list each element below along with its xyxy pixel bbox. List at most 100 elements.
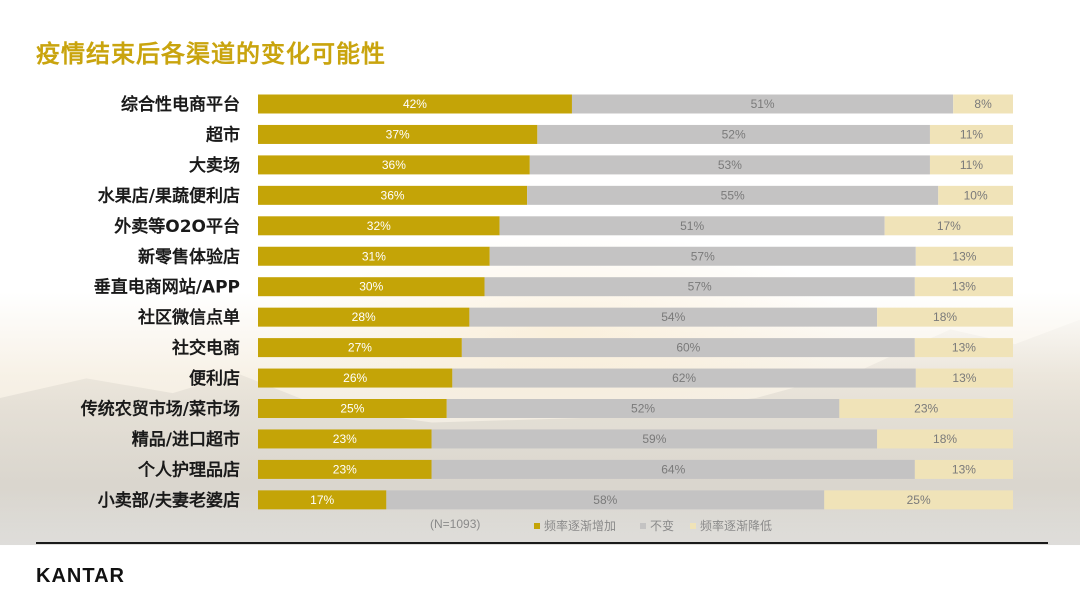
data-label-decrease: 11% [960, 127, 983, 141]
bar-segment-unchanged [489, 246, 916, 266]
data-label-decrease: 18% [933, 310, 957, 324]
category-label: 小卖部/夫妻老婆店 [98, 490, 240, 511]
data-label-unchanged: 64% [661, 462, 685, 476]
kantar-logo: KANTAR [36, 565, 125, 587]
bar-segment-increase [258, 246, 490, 266]
data-label-increase: 23% [333, 462, 357, 476]
data-label-unchanged: 52% [722, 127, 746, 141]
category-label: 超市 [206, 124, 240, 145]
data-label-increase: 25% [340, 402, 364, 416]
bar-segment-unchanged [527, 185, 939, 205]
bar-segment-increase [258, 338, 462, 358]
data-label-unchanged: 58% [593, 493, 617, 507]
bar-segment-unchanged [431, 429, 878, 449]
bar-segment-decrease [929, 124, 1013, 144]
data-label-increase: 23% [333, 432, 357, 446]
bar-segment-increase [258, 94, 572, 114]
bar-segment-unchanged [452, 368, 916, 388]
bar-segment-unchanged [469, 307, 878, 327]
bar-segment-decrease [914, 459, 1013, 479]
category-label: 水果店/果蔬便利店 [98, 185, 240, 206]
data-label-increase: 27% [348, 341, 372, 355]
data-label-unchanged: 57% [691, 249, 715, 263]
category-label: 精品/进口超市 [132, 429, 240, 450]
bar-segment-decrease [915, 246, 1013, 266]
bar-segment-increase [258, 277, 485, 297]
data-label-decrease: 8% [974, 97, 992, 111]
data-label-decrease: 13% [952, 462, 976, 476]
data-label-unchanged: 53% [718, 158, 742, 172]
bar-segment-unchanged [431, 459, 915, 479]
data-label-decrease: 18% [933, 432, 957, 446]
data-label-decrease: 17% [937, 219, 961, 233]
legend-swatch-decrease [690, 522, 696, 529]
data-label-decrease: 13% [952, 371, 976, 385]
data-label-unchanged: 62% [672, 371, 696, 385]
data-label-decrease: 23% [914, 402, 938, 416]
category-label: 社交电商 [171, 338, 240, 359]
data-label-increase: 26% [343, 371, 367, 385]
data-label-increase: 32% [367, 219, 391, 233]
bar-segment-unchanged [461, 338, 915, 358]
legend-swatch-increase [534, 522, 540, 529]
bar-segment-unchanged [571, 94, 954, 114]
data-label-increase: 17% [310, 493, 334, 507]
data-label-unchanged: 59% [642, 432, 666, 446]
data-label-decrease: 13% [952, 341, 976, 355]
bar-segment-unchanged [484, 277, 915, 297]
bar-segment-unchanged [529, 155, 930, 175]
legend-item-decrease: 频率逐渐降低 [690, 517, 772, 534]
data-label-decrease: 25% [907, 493, 931, 507]
category-label: 个人护理品店 [137, 459, 240, 480]
bar-segment-decrease [877, 307, 1013, 327]
bar-segment-increase [258, 459, 432, 479]
category-label: 综合性电商平台 [121, 94, 240, 115]
data-label-increase: 30% [359, 280, 383, 294]
bar-segment-unchanged [446, 399, 840, 418]
page-title: 疫情结束后各渠道的变化可能性 [36, 40, 386, 68]
data-label-unchanged: 51% [680, 219, 704, 233]
data-label-decrease: 13% [952, 249, 976, 263]
bar-segment-decrease [824, 490, 1013, 510]
bar-segment-decrease [914, 338, 1013, 358]
footer-divider [36, 542, 1048, 544]
legend-item-unchanged: 不变 [640, 517, 674, 534]
bar-segment-decrease [953, 94, 1013, 114]
data-label-increase: 36% [382, 158, 406, 172]
data-label-decrease: 11% [960, 158, 983, 172]
legend-swatch-unchanged [640, 522, 646, 529]
data-label-increase: 28% [352, 310, 376, 324]
category-label: 便利店 [189, 368, 240, 389]
bar-segment-increase [258, 155, 530, 175]
bar-segment-increase [258, 124, 538, 144]
bar-segment-unchanged [537, 124, 930, 144]
data-label-unchanged: 57% [688, 280, 712, 294]
data-label-unchanged: 60% [676, 341, 700, 355]
bar-segment-decrease [914, 277, 1013, 297]
legend-label-increase: 频率逐渐增加 [544, 519, 617, 533]
sample-size-note: (N=1093) [430, 517, 481, 531]
data-label-increase: 31% [362, 249, 386, 263]
data-label-decrease: 10% [964, 188, 988, 202]
data-label-unchanged: 51% [751, 97, 775, 111]
bar-segment-increase [258, 399, 447, 418]
bar-segment-increase [258, 307, 470, 327]
data-label-unchanged: 52% [631, 402, 655, 416]
legend-label-unchanged: 不变 [650, 519, 675, 533]
legend: (N=1093) 频率逐渐增加 不变 频率逐渐降低 [0, 517, 1080, 535]
category-label: 大卖场 [189, 155, 240, 176]
category-label: 社区微信点单 [137, 307, 240, 328]
category-label: 新零售体验店 [138, 246, 240, 267]
data-label-unchanged: 54% [661, 310, 685, 324]
bar-segment-decrease [929, 155, 1013, 175]
data-label-decrease: 13% [952, 280, 976, 294]
data-label-increase: 42% [403, 97, 427, 111]
bar-segment-increase [258, 216, 500, 236]
bar-segment-decrease [877, 429, 1013, 449]
bar-segment-decrease [884, 216, 1013, 236]
bar-segment-decrease [915, 368, 1013, 388]
bar-segment-increase [258, 490, 387, 510]
bar-segment-decrease [839, 399, 1013, 418]
legend-label-decrease: 频率逐渐降低 [700, 519, 773, 533]
